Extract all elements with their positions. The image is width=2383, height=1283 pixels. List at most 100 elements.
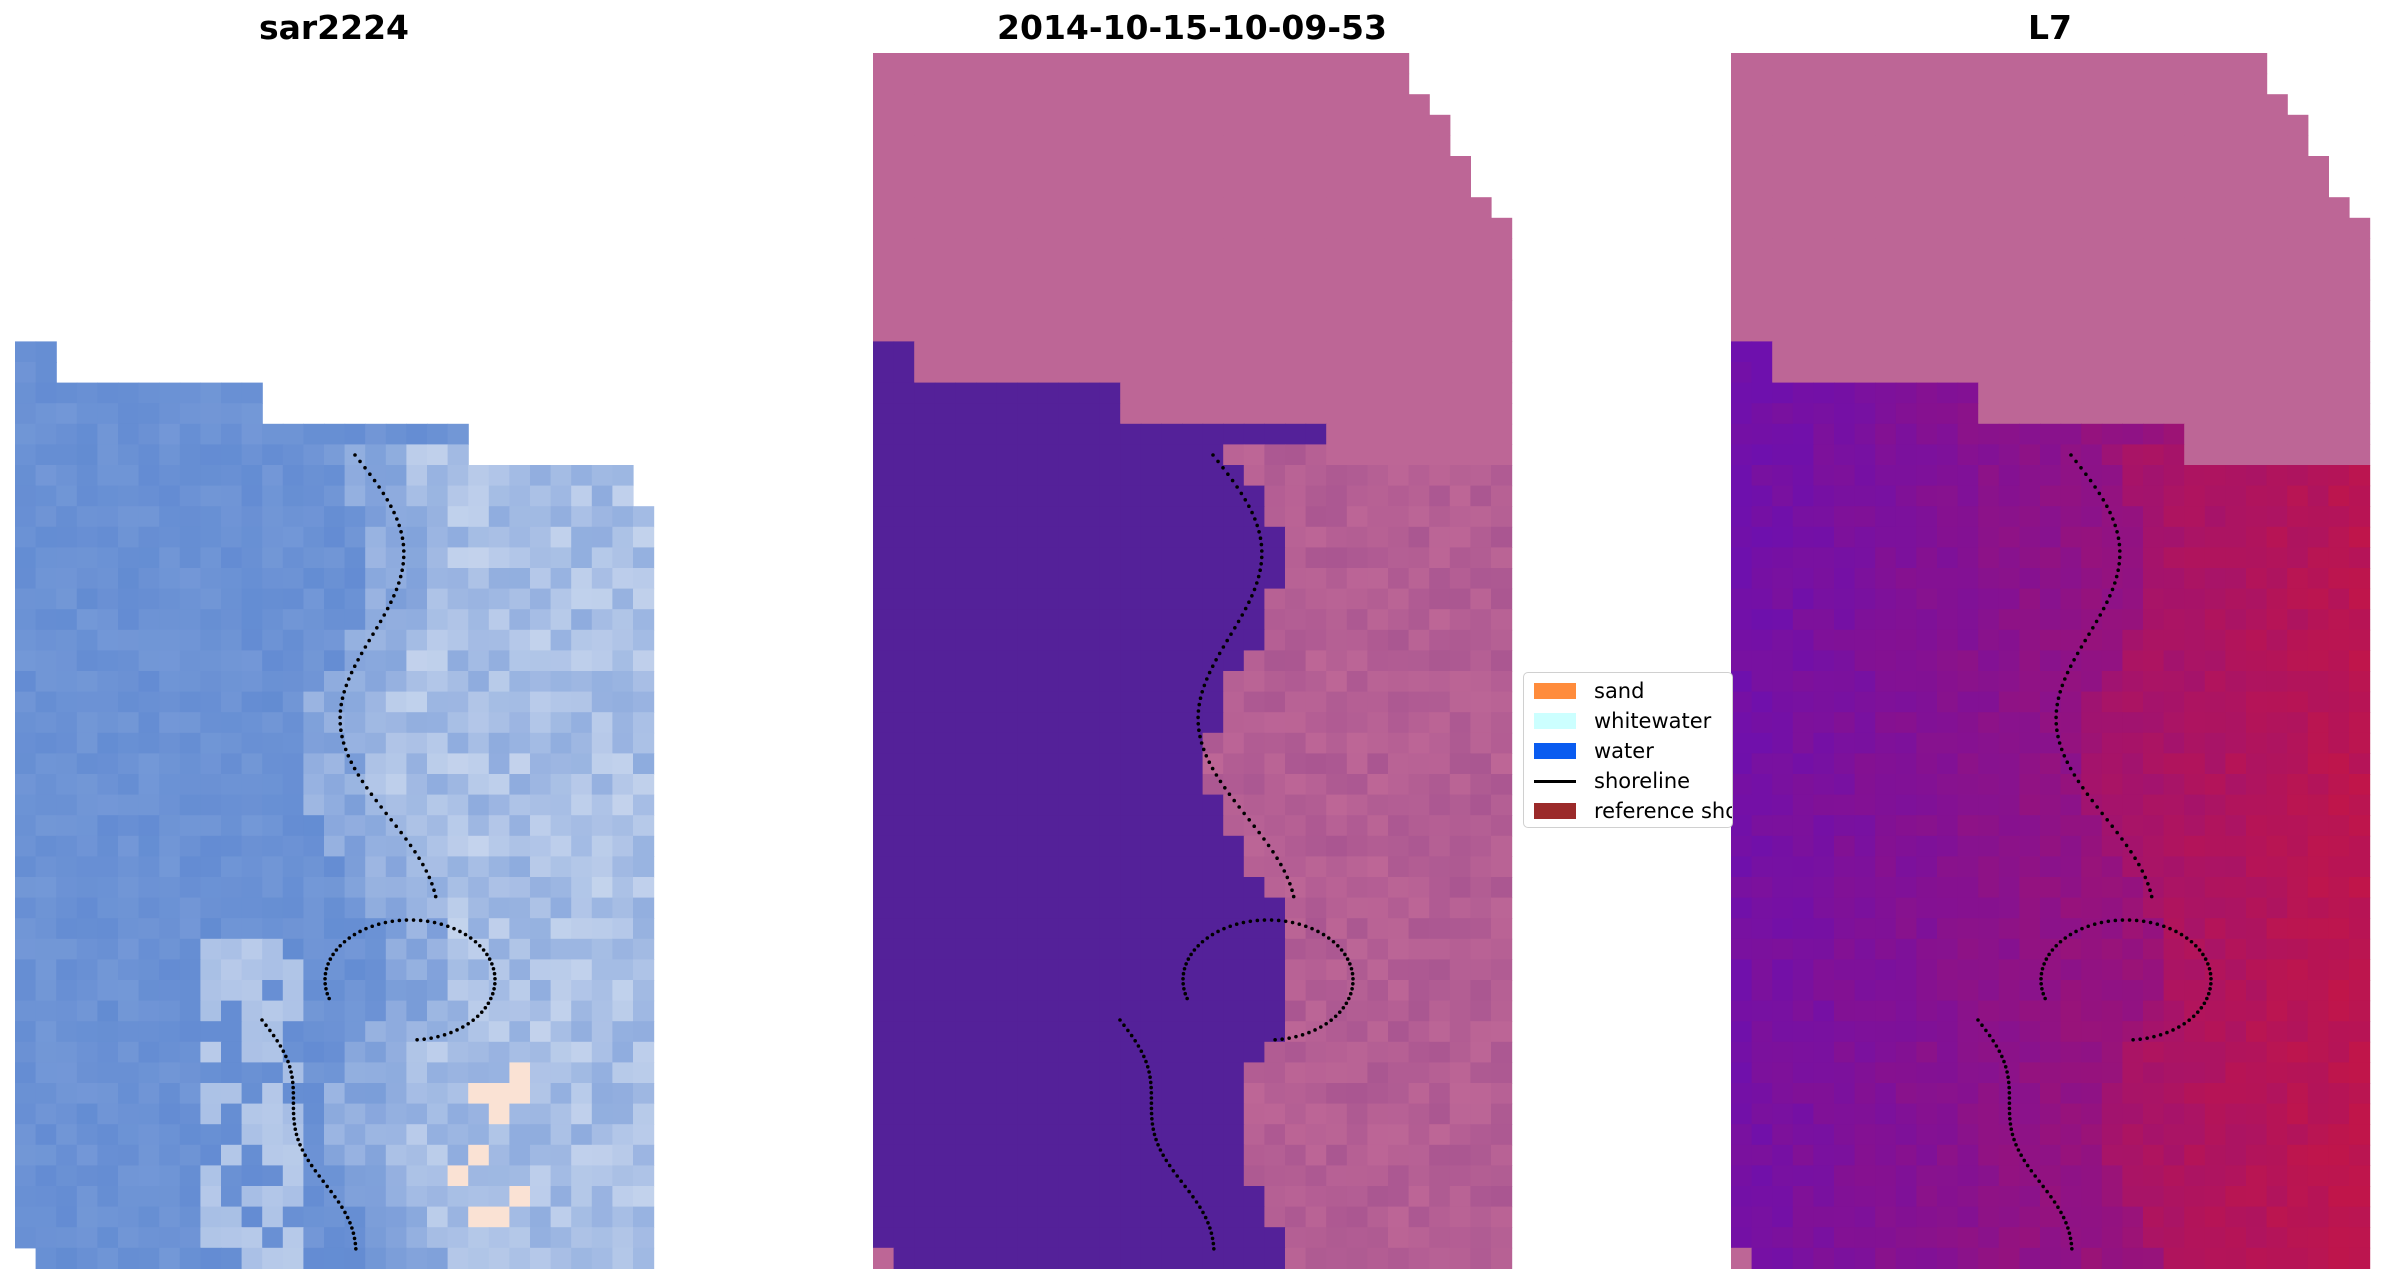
shoreline-point <box>489 996 493 1001</box>
shoreline-point <box>1288 882 1292 886</box>
shoreline-point <box>1351 981 1355 986</box>
shoreline-point <box>347 677 351 681</box>
shoreline-point <box>268 1028 272 1033</box>
shoreline-point <box>2072 658 2076 662</box>
shoreline-point <box>1227 792 1232 796</box>
shoreline-point <box>264 1023 268 1027</box>
shoreline-point <box>374 798 379 803</box>
shoreline-point <box>2105 818 2110 822</box>
shoreline-point <box>2059 1210 2063 1215</box>
shoreline-point <box>1341 1005 1346 1010</box>
shoreline-point <box>397 918 402 923</box>
shoreline-point <box>339 728 343 732</box>
shoreline-point <box>2195 1010 2200 1014</box>
shoreline-point <box>1201 747 1206 752</box>
shoreline-point <box>379 805 383 809</box>
shoreline-point <box>2091 626 2095 630</box>
legend-item-water: water <box>1534 739 1654 763</box>
shoreline-point <box>415 1037 419 1042</box>
legend-item-reference-shoreline: reference shoreline <box>1534 799 1732 823</box>
shoreline-point <box>430 882 434 886</box>
shoreline-point <box>2092 922 2097 927</box>
shoreline-point <box>1991 1039 1995 1043</box>
shoreline-point <box>331 952 335 957</box>
shoreline-point <box>1198 734 1202 739</box>
shoreline-point <box>1185 996 1189 1001</box>
shoreline-point <box>2141 919 2146 924</box>
shoreline-point <box>289 1070 293 1074</box>
classification-image-panel <box>873 53 1513 1269</box>
shoreline-point <box>490 962 494 966</box>
shoreline-point <box>2007 1106 2012 1111</box>
shoreline-point <box>2064 1221 2068 1225</box>
shoreline-point <box>1273 1037 1277 1042</box>
shoreline-point <box>1196 709 1201 713</box>
shoreline-point <box>2090 798 2095 803</box>
shoreline-point <box>2002 1059 2006 1064</box>
shoreline-point <box>325 1184 329 1189</box>
shoreline-point <box>2056 734 2060 739</box>
shoreline-point <box>1226 472 1230 477</box>
shoreline-line-icon <box>1534 779 1576 783</box>
shoreline-point <box>2120 918 2125 922</box>
shoreline-point <box>2054 715 2058 720</box>
shoreline-point <box>1207 760 1212 764</box>
panel-title-classification: 2014-10-15-10-09-53 <box>997 8 1387 47</box>
shoreline-point <box>2057 741 2062 745</box>
shoreline-point <box>1183 1184 1187 1189</box>
shoreline-point <box>1349 966 1354 971</box>
shoreline-point <box>2094 619 2099 624</box>
shoreline-point <box>338 709 343 713</box>
shoreline-point <box>418 918 423 923</box>
shoreline-point <box>1233 626 1237 630</box>
shoreline-point <box>2133 856 2137 860</box>
shoreline-point <box>1239 491 1244 496</box>
shoreline-point <box>1198 1205 1202 1209</box>
shoreline-point <box>466 1021 470 1026</box>
shoreline-point <box>486 1001 491 1006</box>
shoreline-point <box>395 517 399 521</box>
shoreline-point <box>2143 875 2148 880</box>
shoreline-point <box>1144 1059 1148 1064</box>
shoreline-point <box>2072 773 2077 777</box>
shoreline-point <box>1283 919 1288 924</box>
shoreline-point <box>1150 1122 1155 1126</box>
shoreline-point <box>2174 929 2178 934</box>
shoreline-point <box>1212 1247 1216 1251</box>
shoreline-point <box>2197 948 2202 952</box>
shoreline-point <box>1303 924 1308 929</box>
shoreline-point <box>1221 645 1226 649</box>
shoreline-point <box>340 734 344 739</box>
shoreline-point <box>392 510 396 515</box>
shoreline-point <box>377 485 381 489</box>
shoreline-point <box>1217 651 1222 656</box>
shoreline-point <box>2006 1075 2010 1079</box>
shoreline-point <box>2008 1122 2013 1126</box>
shoreline-point <box>381 491 386 496</box>
shoreline-point <box>342 690 347 694</box>
shoreline-point <box>2066 1226 2070 1230</box>
shoreline-point <box>2040 966 2045 971</box>
shoreline-point <box>394 587 399 592</box>
shoreline-point <box>417 856 421 860</box>
panel-title-rgb: sar2224 <box>258 8 410 47</box>
shoreline-point <box>439 922 444 927</box>
shoreline-point <box>326 962 330 966</box>
shoreline-point <box>1255 523 1259 528</box>
shoreline-point <box>2045 1189 2049 1194</box>
shoreline-point <box>1206 1221 1210 1225</box>
shoreline-point <box>2108 510 2112 515</box>
shoreline-point <box>1182 966 1187 971</box>
shoreline-point <box>328 957 333 961</box>
shoreline-point <box>2149 894 2154 899</box>
shoreline-point <box>2111 517 2115 521</box>
rgb-image-panel <box>15 341 655 1269</box>
shoreline-point <box>292 1117 296 1121</box>
shoreline-point <box>2117 562 2121 566</box>
shoreline-point <box>356 658 360 662</box>
shoreline-point <box>2086 924 2091 929</box>
shoreline-point <box>325 991 330 996</box>
reference-shoreline-swatch-icon <box>1534 803 1576 819</box>
shoreline-point <box>1149 1085 1153 1090</box>
shoreline-point <box>1214 773 1219 777</box>
